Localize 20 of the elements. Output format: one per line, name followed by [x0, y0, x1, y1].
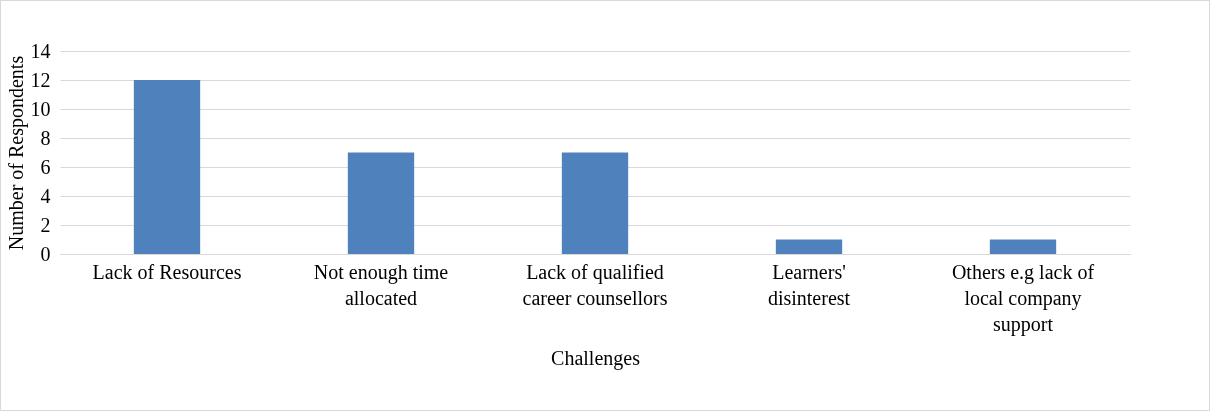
x-tick-label: Lack of Resources [92, 260, 242, 283]
y-tick-label: 2 [40, 213, 51, 236]
x-tick-label: Others e.g lack of local company support [951, 260, 1095, 336]
x-axis-title: Challenges [551, 346, 641, 370]
bar [561, 152, 629, 254]
y-tick-label: 14 [30, 39, 51, 62]
y-tick-label: 0 [40, 242, 51, 265]
bar [989, 239, 1057, 254]
y-tick-label: 4 [40, 184, 51, 207]
x-tick-label: Lack of qualified career counsellors [522, 260, 668, 309]
y-tick-label: 10 [30, 97, 51, 120]
bar [133, 80, 201, 254]
y-tick-label: 12 [30, 68, 51, 91]
y-axis-title: Number of Respondents [4, 55, 28, 251]
bar [775, 239, 843, 254]
bar [347, 152, 415, 254]
y-tick-label: 6 [40, 155, 51, 178]
y-tick-label: 8 [40, 126, 51, 149]
x-tick-label: Learners' disinterest [767, 260, 851, 309]
x-tick-label: Not enough time allocated [313, 260, 449, 309]
